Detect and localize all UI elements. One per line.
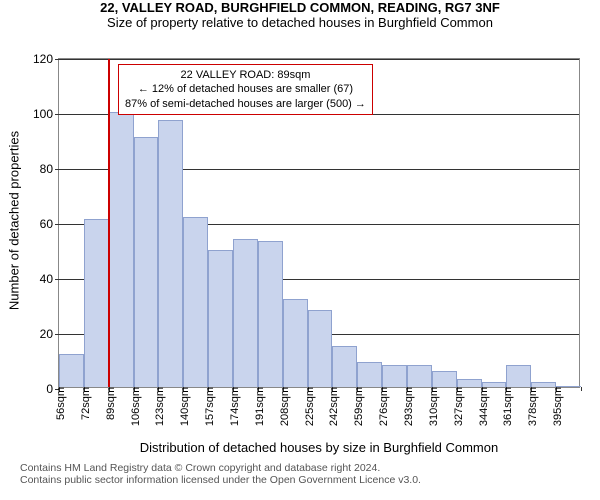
callout-line-1: 22 VALLEY ROAD: 89sqm: [125, 68, 366, 82]
histogram-bar: [457, 379, 482, 387]
xtick-label: 310sqm: [424, 387, 440, 426]
xtick-label: 208sqm: [275, 387, 291, 426]
histogram-bar: [208, 250, 233, 388]
xtick-label: 276sqm: [374, 387, 390, 426]
xtick-label: 72sqm: [76, 387, 92, 420]
footer-line-2: Contains public sector information licen…: [20, 474, 421, 486]
chart-title: 22, VALLEY ROAD, BURGHFIELD COMMON, READ…: [0, 0, 600, 15]
ytick-label: 120: [33, 52, 59, 66]
xtick-label: 56sqm: [51, 387, 67, 420]
footer-attribution: Contains HM Land Registry data © Crown c…: [20, 462, 421, 486]
y-axis-label: Number of detached properties: [7, 121, 22, 321]
xtick-label: 259sqm: [349, 387, 365, 426]
xtick-label: 123sqm: [150, 387, 166, 426]
histogram-bar: [233, 239, 258, 388]
callout-line-3: 87% of semi-detached houses are larger (…: [125, 97, 366, 111]
xtick-label: 378sqm: [523, 387, 539, 426]
ytick-label: 100: [33, 107, 59, 121]
footer-line-1: Contains HM Land Registry data © Crown c…: [20, 462, 421, 474]
gridline: [59, 59, 579, 60]
histogram-bar: [158, 120, 183, 387]
histogram-bar: [134, 137, 159, 387]
histogram-bar: [382, 365, 407, 387]
xtick-label: 361sqm: [498, 387, 514, 426]
histogram-bar: [283, 299, 308, 387]
xtick-label: 140sqm: [175, 387, 191, 426]
xtick-label: 327sqm: [449, 387, 465, 426]
xtick-label: 344sqm: [474, 387, 490, 426]
histogram-bar: [332, 346, 357, 387]
ytick-label: 60: [40, 217, 59, 231]
property-callout: 22 VALLEY ROAD: 89sqm ← 12% of detached …: [118, 64, 373, 115]
xtick-label: 157sqm: [200, 387, 216, 426]
histogram-bar: [183, 217, 208, 388]
histogram-bar: [84, 219, 109, 387]
xtick-label: 242sqm: [324, 387, 340, 426]
histogram-bar: [59, 354, 84, 387]
x-axis-label: Distribution of detached houses by size …: [58, 440, 580, 455]
ytick-label: 20: [40, 327, 59, 341]
xtick-label: 395sqm: [548, 387, 564, 426]
callout-line-2: ← 12% of detached houses are smaller (67…: [125, 82, 366, 96]
histogram-bar: [506, 365, 531, 387]
ytick-label: 80: [40, 162, 59, 176]
xtick-label: 106sqm: [126, 387, 142, 426]
xtick-label: 225sqm: [300, 387, 316, 426]
xtick-label: 174sqm: [225, 387, 241, 426]
ytick-label: 40: [40, 272, 59, 286]
chart-subtitle: Size of property relative to detached ho…: [0, 15, 600, 30]
histogram-bar: [258, 241, 283, 387]
histogram-bar: [357, 362, 382, 387]
xtick-label: 191sqm: [250, 387, 266, 426]
histogram-bar: [109, 112, 134, 387]
histogram-bar: [432, 371, 457, 388]
histogram-bar: [308, 310, 333, 387]
xtick-label: 293sqm: [399, 387, 415, 426]
histogram-bar: [407, 365, 432, 387]
property-marker-line: [108, 59, 110, 387]
xtick-mark: [581, 387, 582, 391]
xtick-label: 89sqm: [101, 387, 117, 420]
